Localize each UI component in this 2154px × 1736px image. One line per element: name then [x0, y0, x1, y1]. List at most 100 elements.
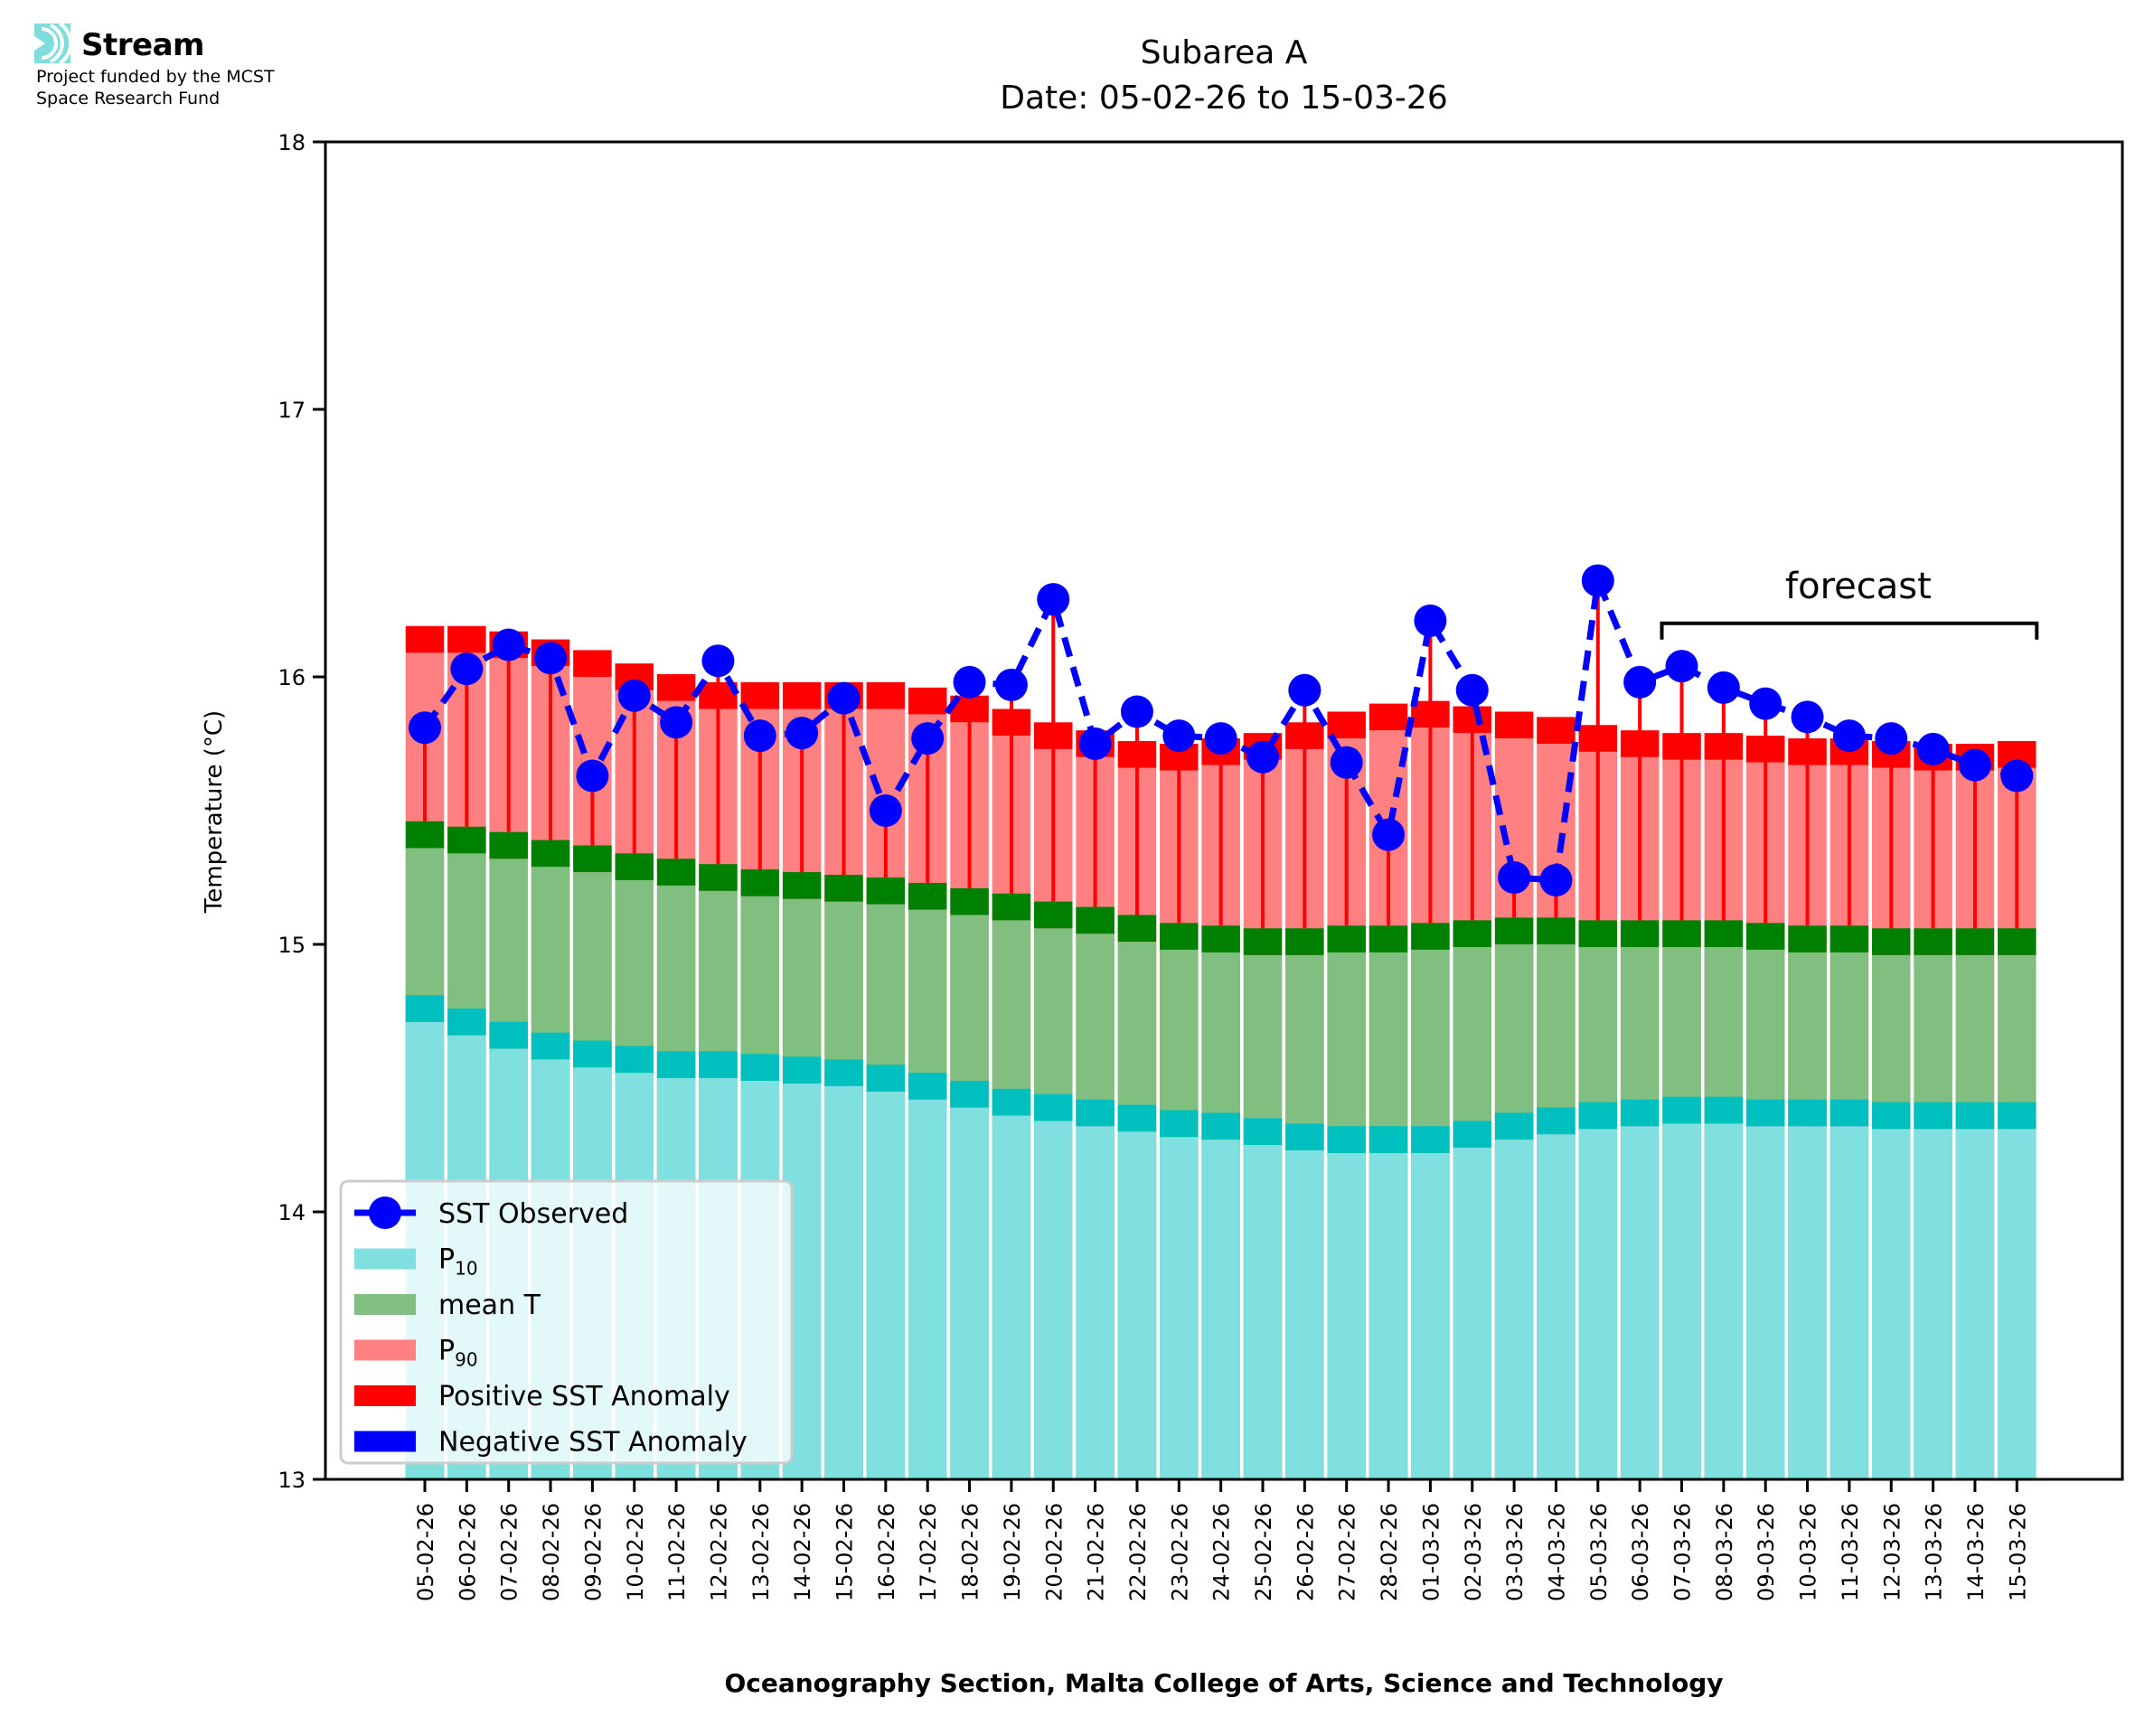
mean-t-cap: [1453, 920, 1491, 947]
mean-t-cap: [782, 872, 822, 899]
p10-cap: [531, 1032, 570, 1060]
sst-observed-point: [1330, 746, 1363, 779]
sst-observed-point: [1875, 722, 1908, 755]
sst-observed-point: [1623, 665, 1657, 699]
sst-observed-point: [1414, 604, 1447, 637]
p10-cap: [1369, 1126, 1408, 1153]
sst-observed-point: [1791, 700, 1824, 734]
p10-cap: [1745, 1099, 1785, 1127]
sst-observed-point: [743, 719, 776, 753]
p10-cap: [1662, 1096, 1701, 1124]
legend-label: Positive SST Anomaly: [438, 1381, 730, 1412]
x-tick-label: 12-02-26: [706, 1503, 731, 1601]
mean-t-cap: [699, 864, 738, 891]
x-tick-label: 13-03-26: [1922, 1503, 1947, 1601]
mean-t-cap: [1955, 928, 1995, 955]
p10-cap: [447, 1009, 486, 1036]
mean-t-cap: [489, 831, 528, 859]
p10-bar: [1704, 1123, 1744, 1479]
p10-bar: [1034, 1121, 1073, 1479]
x-tick-label: 28-02-26: [1377, 1503, 1402, 1601]
p10-cap: [1160, 1110, 1199, 1138]
sst-observed-point: [1078, 727, 1112, 760]
p10-cap: [1998, 1102, 2036, 1130]
legend-swatch: [354, 1339, 416, 1361]
mean-t-cap: [1662, 920, 1701, 947]
x-tick-label: 07-02-26: [497, 1503, 522, 1601]
mean-t-cap: [1788, 925, 1827, 952]
x-tick-label: 27-02-26: [1335, 1503, 1360, 1601]
sst-observed-point: [660, 706, 693, 739]
y-tick-label: 18: [277, 130, 306, 155]
sst-observed-point: [1120, 695, 1153, 728]
p10-bar: [1955, 1129, 1995, 1479]
sst-observed-point: [617, 679, 651, 712]
mean-t-cap: [1745, 923, 1785, 950]
p10-cap: [824, 1059, 863, 1086]
p90-cap: [1369, 703, 1408, 731]
sst-observed-point: [1246, 740, 1279, 774]
chart-subtitle: Date: 05-02-26 to 15-03-26: [1000, 80, 1447, 117]
p10-bar: [1285, 1150, 1324, 1479]
mean-t-cap: [405, 821, 445, 849]
mean-t-cap: [950, 887, 989, 915]
p90-cap: [908, 687, 947, 715]
mean-t-cap: [1117, 915, 1157, 943]
p10-cap: [1327, 1126, 1366, 1153]
mean-t-cap: [1829, 925, 1869, 952]
mean-t-cap: [1243, 928, 1283, 955]
p10-cap: [1704, 1096, 1744, 1124]
p10-bar: [1998, 1129, 2036, 1479]
x-tick-label: 08-02-26: [539, 1503, 564, 1601]
p10-bar: [1076, 1126, 1115, 1479]
legend-label-subscript: 90: [455, 1349, 477, 1371]
x-tick-label: 14-03-26: [1963, 1503, 1989, 1601]
mean-t-cap: [573, 845, 612, 873]
p90-cap: [573, 650, 612, 677]
y-tick-label: 15: [277, 933, 306, 958]
p10-cap: [1453, 1121, 1491, 1148]
x-tick-label: 05-03-26: [1586, 1503, 1612, 1601]
p90-cap: [405, 625, 445, 653]
sst-observed-point: [1832, 719, 1866, 753]
y-tick-label: 13: [277, 1468, 306, 1493]
p10-cap: [1578, 1102, 1618, 1130]
p10-cap: [740, 1054, 780, 1081]
sst-observed-point: [1665, 650, 1698, 683]
mean-t-cap: [1620, 920, 1660, 947]
legend-label: Negative SST Anomaly: [438, 1427, 748, 1459]
y-tick-label: 16: [277, 665, 306, 690]
p10-cap: [1829, 1099, 1869, 1127]
sst-observed-point: [701, 644, 735, 678]
sst-observed-point: [1916, 732, 1950, 765]
p10-bar: [1453, 1147, 1491, 1479]
x-tick-label: 03-03-26: [1502, 1503, 1528, 1601]
logo-brand-name: Stream: [81, 27, 204, 63]
x-tick-label: 06-03-26: [1628, 1503, 1653, 1601]
p10-bar: [1662, 1123, 1701, 1479]
x-tick-label: 25-02-26: [1251, 1503, 1276, 1601]
sst-observed-point: [1372, 818, 1406, 851]
mean-t-cap: [908, 882, 947, 910]
y-tick-label: 17: [277, 398, 306, 423]
x-tick-label: 13-02-26: [748, 1503, 774, 1601]
p10-bar: [1745, 1126, 1785, 1479]
x-tick-label: 15-03-26: [2005, 1503, 2030, 1601]
mean-t-cap: [1201, 925, 1240, 952]
sst-observed-point: [450, 652, 484, 686]
sst-observed-point: [911, 722, 945, 755]
p10-bar: [1578, 1129, 1618, 1479]
mean-t-cap: [1998, 928, 2036, 955]
x-tick-label: 24-02-26: [1209, 1503, 1235, 1601]
p10-cap: [1034, 1093, 1073, 1121]
p10-cap: [866, 1065, 906, 1092]
p10-cap: [573, 1040, 612, 1068]
legend-swatch: [354, 1294, 416, 1315]
sst-observed-point: [953, 665, 986, 699]
forecast-label: forecast: [1785, 566, 1932, 607]
sst-observed-point: [1707, 671, 1740, 704]
x-tick-label: 19-02-26: [1000, 1503, 1025, 1601]
mean-t-cap: [1076, 906, 1115, 934]
sst-observed-point: [2000, 759, 2034, 793]
